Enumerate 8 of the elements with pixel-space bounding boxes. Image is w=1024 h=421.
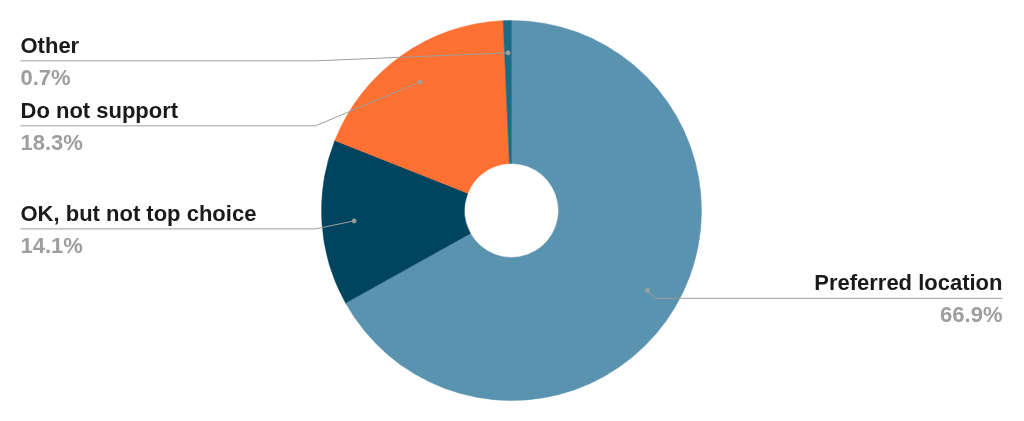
data-label: 14.1% [20, 232, 83, 258]
slice-label: Do not support [20, 97, 179, 123]
slice-label: OK, but not top choice [20, 200, 257, 226]
data-label: 0.7% [20, 64, 71, 90]
slice-label: Other [20, 32, 80, 58]
data-label: 66.9% [940, 302, 1003, 328]
slice-label: Preferred location [814, 270, 1003, 296]
data-label: 18.3% [20, 129, 83, 155]
